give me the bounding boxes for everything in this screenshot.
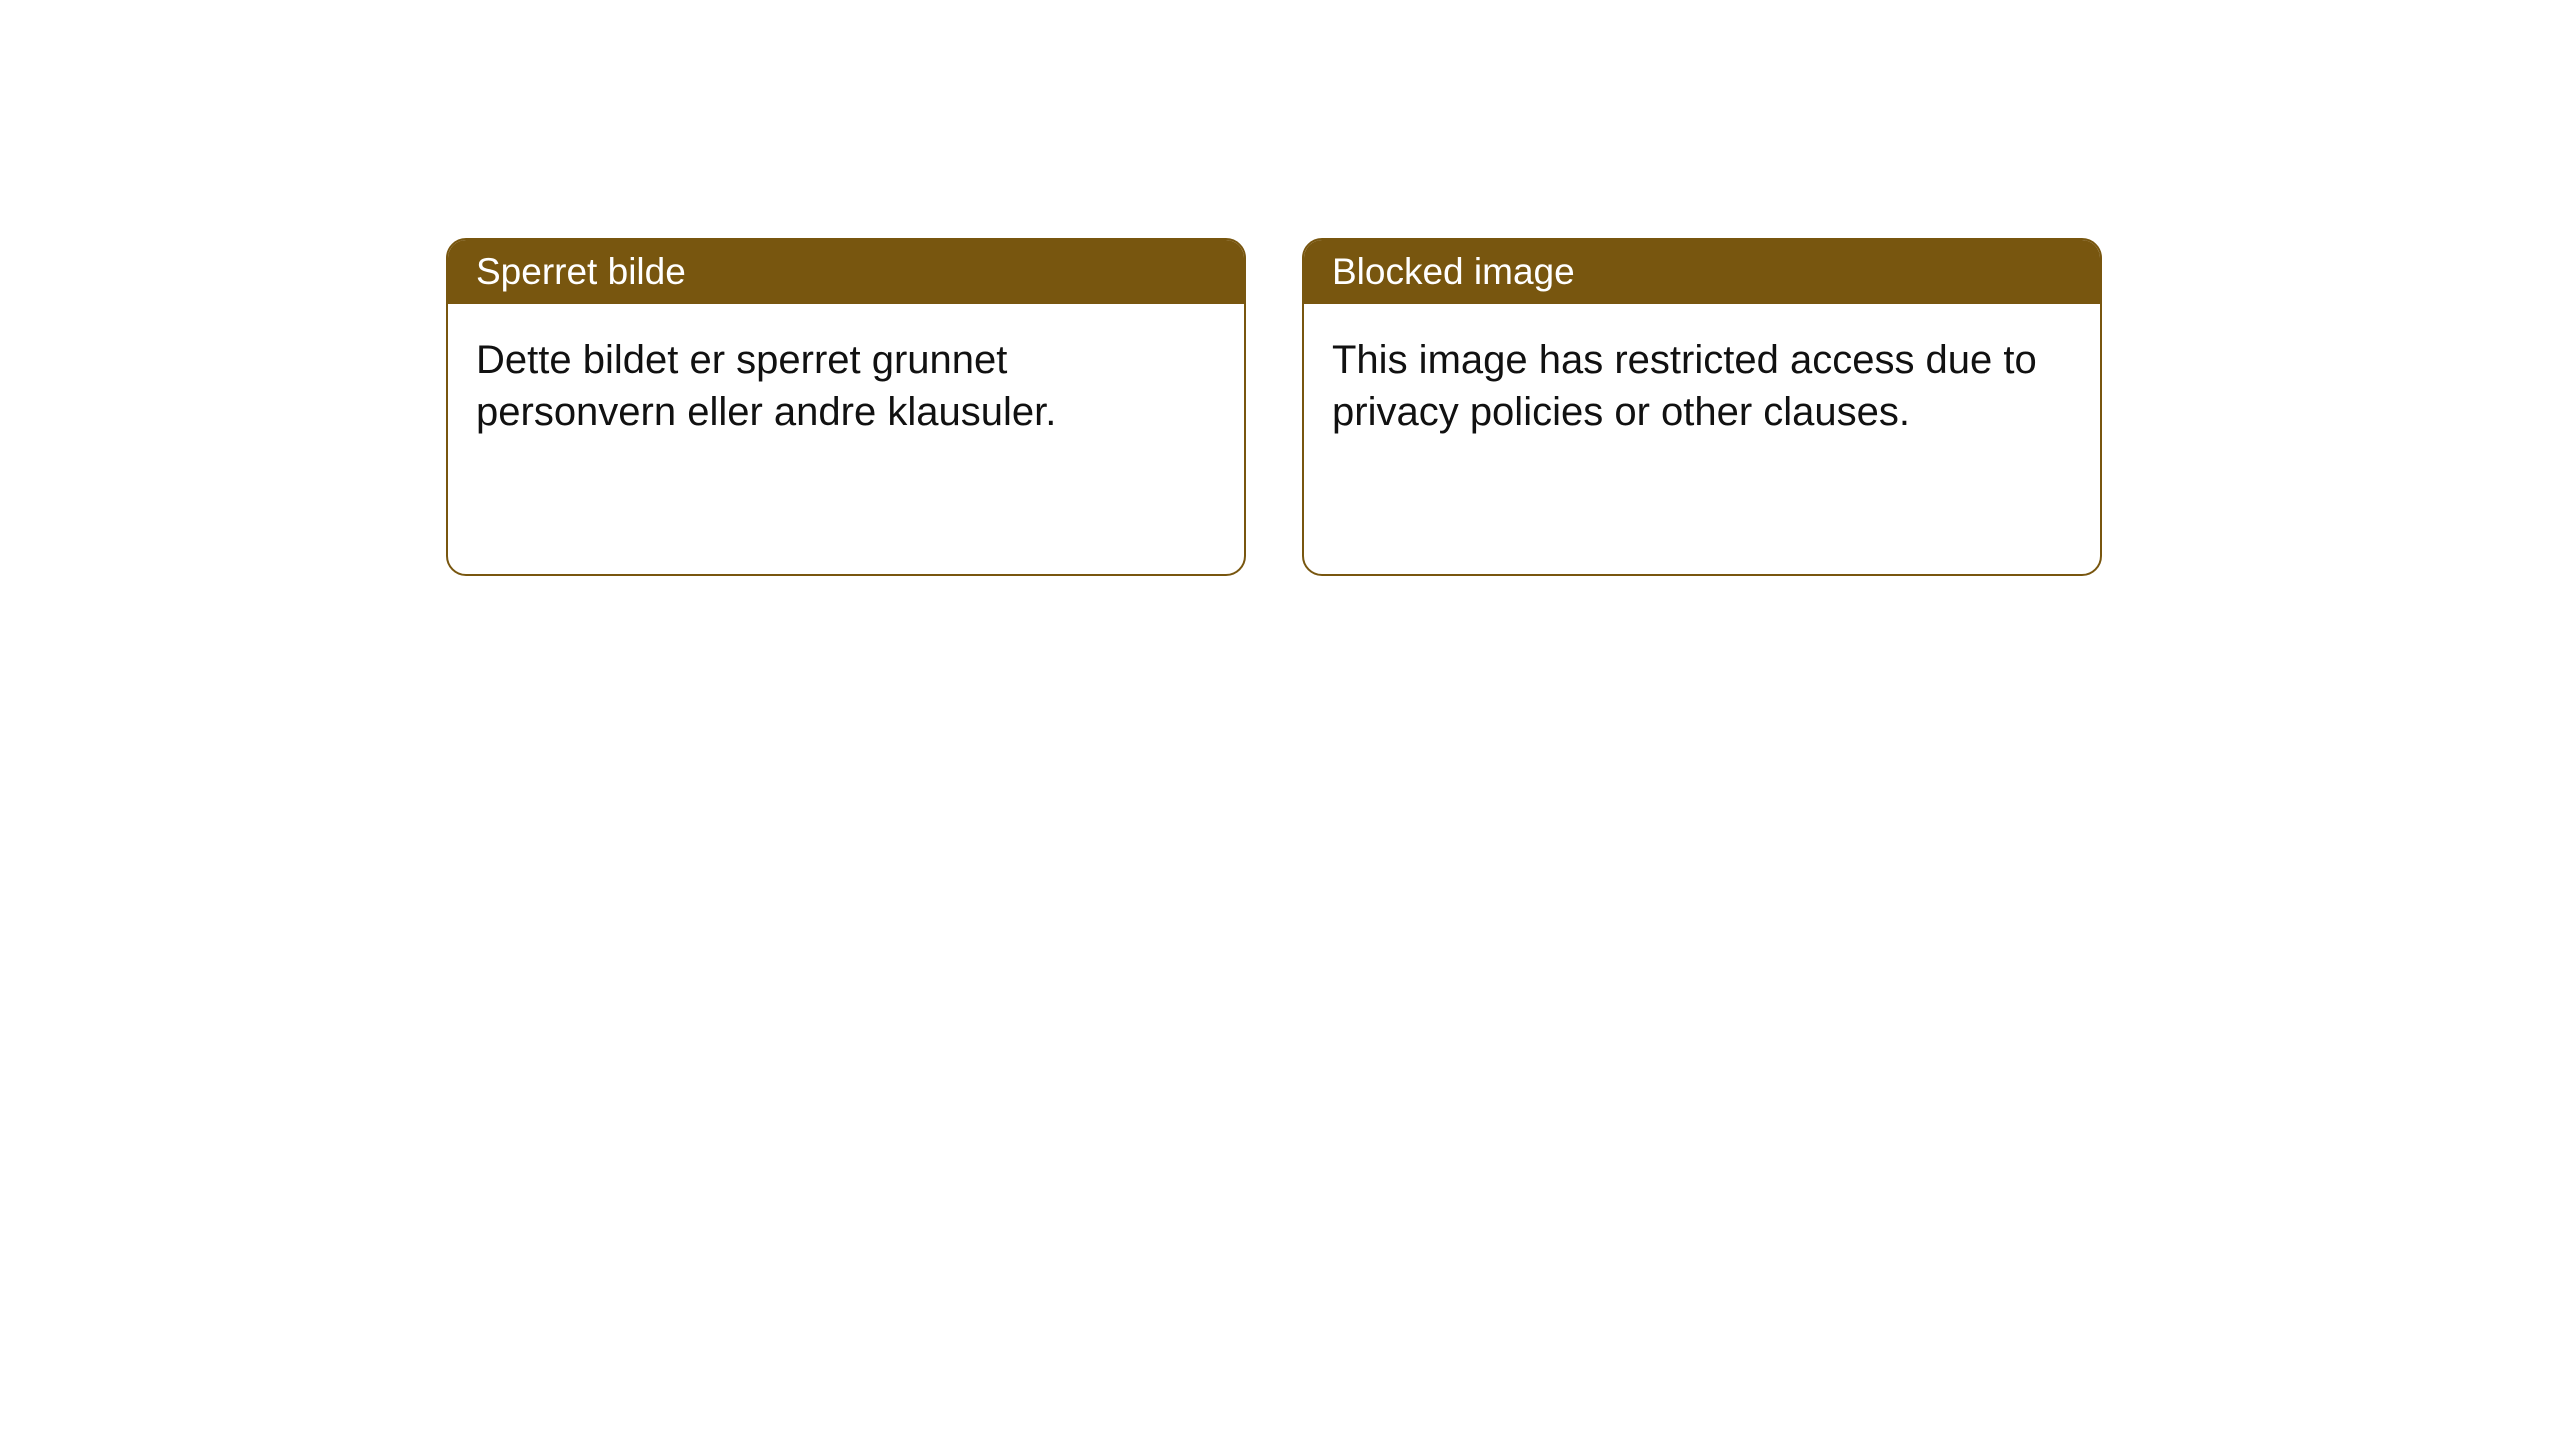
panel-body-norwegian: Dette bildet er sperret grunnet personve…: [448, 304, 1244, 460]
notice-panel-norwegian: Sperret bilde Dette bildet er sperret gr…: [446, 238, 1246, 576]
notice-panels-container: Sperret bilde Dette bildet er sperret gr…: [446, 238, 2102, 576]
panel-body-english: This image has restricted access due to …: [1304, 304, 2100, 460]
panel-title-english: Blocked image: [1304, 240, 2100, 304]
panel-title-norwegian: Sperret bilde: [448, 240, 1244, 304]
notice-panel-english: Blocked image This image has restricted …: [1302, 238, 2102, 576]
